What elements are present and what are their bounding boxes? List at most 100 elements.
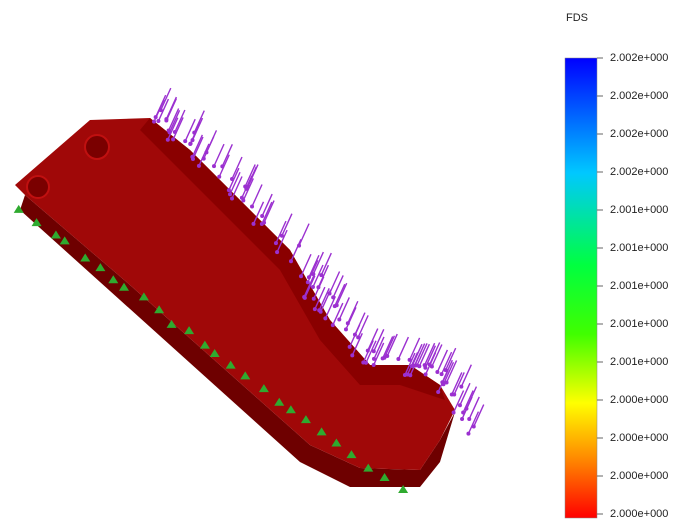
result-view: FDS 2.002e+0002.002e+0002.002e+0002.002e… [0,0,690,521]
load-arrow [452,372,462,394]
load-arrow [321,253,331,275]
arrow-head [152,120,156,124]
load-arrow [156,95,166,117]
arrow-head [319,273,323,277]
load-arrow [291,239,301,261]
hole [85,135,109,159]
arrow-head [220,164,224,168]
arrow-head [183,139,187,143]
arrow-head [323,316,327,320]
arrow-head [461,411,465,415]
load-arrow [348,301,358,323]
legend-label: 2.002e+000 [610,90,668,102]
legend-label: 2.001e+000 [610,356,668,368]
arrow-head [459,385,463,389]
legend-label: 2.001e+000 [610,242,668,254]
arrow-head [227,188,231,192]
arrow-head [297,244,301,248]
arrow-head [156,119,160,123]
load-arrow [398,337,408,359]
arrow-head [467,417,471,421]
arrow-head [440,372,444,376]
load-arrow [346,307,356,329]
arrow-head [460,417,464,421]
arrow-head [328,292,332,296]
arrow-head [275,250,279,254]
load-arrow [319,288,329,310]
arrow-head [452,392,456,396]
arrow-head [307,275,311,279]
load-arrow [252,185,262,207]
load-arrow [161,88,171,110]
arrow-head [408,373,412,377]
load-arrow [232,157,242,179]
arrow-head [274,241,278,245]
arrow-head [337,317,341,321]
arrow-head [466,432,470,436]
load-arrow [335,284,345,306]
load-arrow [246,167,256,189]
arrow-head [435,370,439,374]
load-arrow [474,405,484,427]
arrow-head [348,345,352,349]
arrow-head [346,321,350,325]
arrow-head [372,357,376,361]
load-arrow [299,224,309,246]
legend-label: 2.001e+000 [610,280,668,292]
arrow-head [313,307,317,311]
arrow-head [452,411,456,415]
arrow-head [381,356,385,360]
arrow-head [441,382,445,386]
arrow-head [171,137,175,141]
arrow-head [372,363,376,367]
arrow-head [197,164,201,168]
load-arrow [194,111,204,133]
arrow-head [230,177,234,181]
page: FDS 2.002e+0002.002e+0002.002e+0002.002e… [0,0,690,521]
load-arrow [468,412,478,434]
arrow-head [417,364,421,368]
legend-label: 2.000e+000 [610,394,668,406]
load-arrow [214,144,224,166]
arrow-head [366,349,370,353]
load-arrow [384,336,394,358]
arrow-head [436,390,440,394]
load-arrow [264,201,274,223]
arrow-head [217,175,221,179]
arrow-head [331,323,335,327]
load-arrow [222,144,232,166]
arrow-head [230,197,234,201]
legend-label: 2.002e+000 [610,52,668,64]
legend-label: 2.002e+000 [610,128,668,140]
arrow-head [250,205,254,209]
arrow-head [280,234,284,238]
arrow-head [228,192,232,196]
legend-label: 2.000e+000 [610,508,668,520]
load-arrow [199,144,209,166]
arrow-head [159,108,163,112]
load-arrow [301,254,311,276]
arrow-head [306,280,310,284]
load-arrow [204,137,214,159]
hole [27,176,49,198]
arrow-head [188,142,192,146]
load-arrow [330,272,340,294]
arrow-head [302,295,306,299]
arrow-head [289,259,293,263]
arrow-head [361,361,365,365]
legend-label: 2.000e+000 [610,432,668,444]
arrow-head [408,358,412,362]
arrow-head [344,327,348,331]
load-arrow [314,277,324,299]
load-arrow [282,214,292,236]
arrow-head [385,354,389,358]
color-bar [565,58,597,518]
arrow-head [154,115,158,119]
legend-label: 2.002e+000 [610,166,668,178]
arrow-head [241,198,245,202]
arrow-head [299,274,303,278]
load-arrow [276,221,286,243]
arrow-head [166,138,170,142]
arrow-head [173,130,177,134]
arrow-head [260,222,264,226]
